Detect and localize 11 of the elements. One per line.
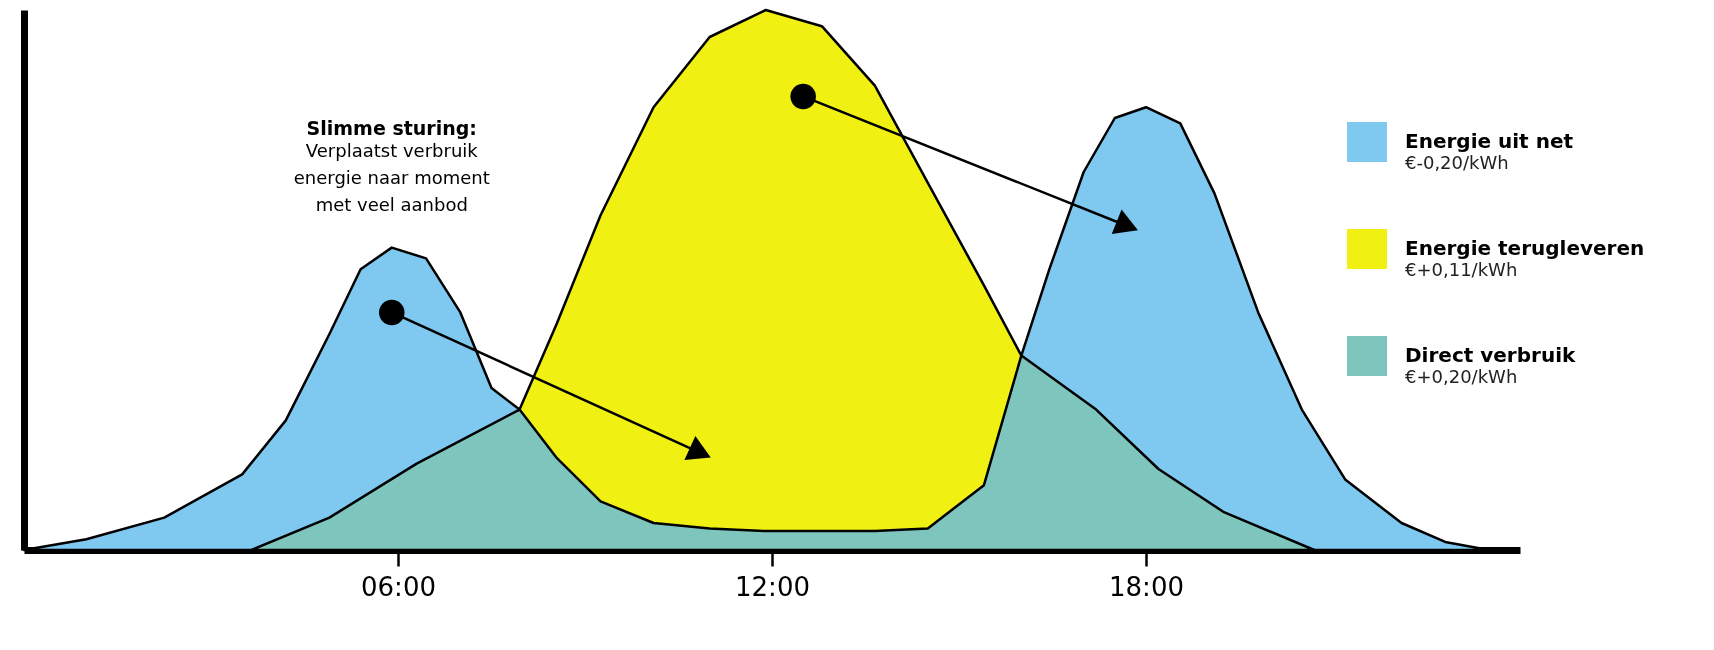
annotation: Verplaatst verbruik energie naar moment met veel aanbod (293, 139, 490, 215)
annotation: €+0,11/kWh (1405, 259, 1518, 280)
legend-label: Direct verbruik (1405, 343, 1576, 367)
x-tick-label: 12:00 (735, 571, 810, 602)
x-tick-label: 06:00 (361, 571, 436, 602)
legend-label: Energie uit net (1405, 129, 1574, 153)
legend-label: Energie terugleveren (1405, 236, 1645, 260)
annotation: Slimme sturing: (306, 116, 477, 139)
annotation: €-0,20/kWh (1405, 152, 1509, 173)
x-tick-label: 18:00 (1109, 571, 1184, 602)
annotation: €+0,20/kWh (1405, 366, 1518, 387)
